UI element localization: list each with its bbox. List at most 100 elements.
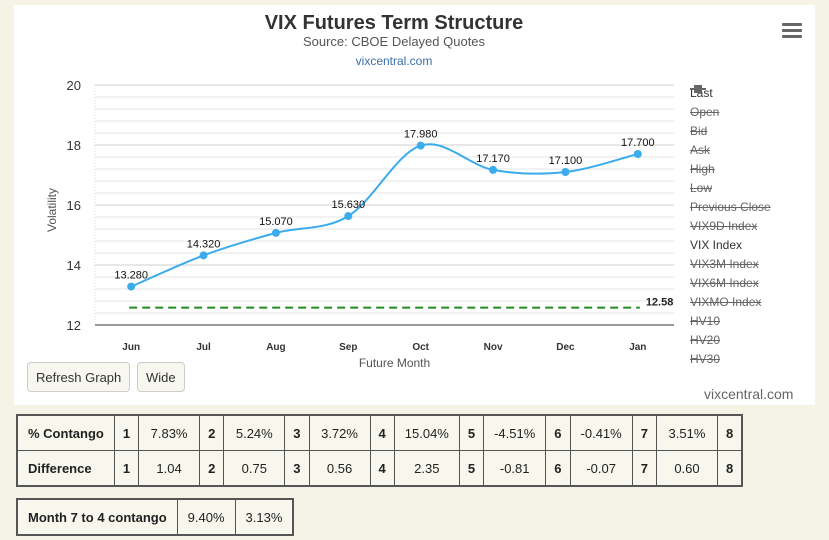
legend-item[interactable]: VIX3M Index — [690, 88, 815, 273]
legend-symbol-icon — [690, 88, 706, 90]
contango-index: 6 — [545, 414, 571, 451]
legend-label: High — [690, 161, 715, 176]
last-data-point — [561, 168, 570, 176]
x-tick-label: Aug — [266, 342, 285, 353]
contango-value: 3.51% — [655, 414, 718, 451]
last-data-point — [344, 212, 353, 221]
y-tick-label: 12 — [67, 318, 81, 333]
legend-label: VIX9D Index — [690, 218, 758, 233]
legend-label: Ask — [690, 142, 711, 157]
difference-value: -0.81 — [483, 450, 547, 487]
refresh-graph-button[interactable]: Refresh Graph — [27, 362, 131, 392]
legend-item[interactable]: Bid — [690, 85, 815, 140]
x-axis-label: Future Month — [359, 356, 430, 370]
difference-value: -0.07 — [569, 450, 633, 487]
contango-value: -0.41% — [569, 414, 633, 451]
contango-index: 1 — [113, 414, 140, 451]
month-7-to-4-label: Month 7 to 4 contango — [16, 498, 178, 536]
last-data-point — [271, 228, 280, 237]
y-axis-label: Volatility — [45, 188, 59, 232]
legend-label: VIX3M Index — [690, 256, 759, 271]
site-link[interactable]: vixcentral.com — [355, 54, 433, 68]
legend-label: VIX6M Index — [690, 275, 759, 290]
legend-label: HV10 — [690, 313, 721, 328]
y-tick-label: 14 — [67, 258, 81, 273]
legend-item[interactable]: Low — [690, 85, 815, 197]
contango-value: 5.24% — [223, 414, 286, 451]
difference-index: 8 — [716, 450, 743, 487]
contango-index: 5 — [458, 414, 485, 451]
x-tick-label: Jan — [629, 342, 646, 353]
difference-index: 1 — [113, 450, 140, 487]
contango-row: % Contango 1 7.83% 2 5.24% 3 3.72% 4 15.04% 5 -4.… — [16, 414, 743, 451]
difference-value: 0.60 — [655, 450, 718, 487]
last-data-label: 15.630 — [331, 199, 365, 211]
difference-index: 3 — [284, 450, 310, 487]
contango-label: % Contango — [16, 414, 115, 451]
last-data-label: 14.320 — [187, 238, 221, 250]
legend-item[interactable]: Previous Close — [690, 85, 815, 216]
last-data-label: 17.100 — [549, 155, 583, 167]
legend-item[interactable]: HV10 — [690, 88, 815, 330]
difference-row: Difference 1 1.04 2 0.75 3 0.56 4 2.35 5 -0.81 6 -0… — [16, 450, 743, 487]
x-tick-label: Dec — [556, 342, 575, 353]
contango-table: % Contango 1 7.83% 2 5.24% 3 3.72% 4 15.04% 5 -4.… — [16, 414, 744, 487]
contango-index: 7 — [631, 414, 657, 451]
legend-item[interactable]: HV20 — [690, 88, 815, 349]
legend-item[interactable]: Ask — [690, 85, 815, 159]
last-data-point — [633, 150, 642, 158]
last-data-label: 15.070 — [259, 216, 293, 228]
contango-index: 4 — [369, 414, 395, 451]
legend-item[interactable]: VIX9D Index — [690, 88, 815, 235]
difference-value: 0.75 — [223, 450, 286, 487]
x-tick-label: Jul — [196, 342, 211, 353]
last-data-point — [199, 251, 208, 260]
watermark-link[interactable]: vixcentral.com — [704, 386, 794, 402]
legend-label: Bid — [690, 123, 708, 138]
legend-label: VIX Index — [690, 237, 743, 252]
difference-value: 2.35 — [393, 450, 460, 487]
legend-label: VIXMO Index — [690, 294, 762, 309]
x-tick-label: Nov — [484, 342, 503, 353]
legend-item[interactable]: HV30 — [690, 88, 815, 368]
contango-value: 7.83% — [138, 414, 201, 451]
month-7-to-4-table: Month 7 to 4 contango 9.40% 3.13% — [16, 498, 295, 536]
difference-index: 7 — [631, 450, 657, 487]
last-data-label: 13.280 — [114, 270, 148, 282]
chart-legend: Last Open Bid Ask High Low Previous Close VIX9D… — [690, 83, 815, 368]
legend-item[interactable]: High — [690, 85, 815, 178]
difference-index: 4 — [369, 450, 395, 487]
chart-plot: 12 14 16 18 20 Jun Jul Aug Sep Oct Nov Dec Jan Future… — [45, 78, 674, 370]
month-7-to-4-value: 9.40% — [176, 498, 236, 536]
hamburger-menu-icon[interactable] — [782, 23, 802, 39]
chart-panel: 12 14 16 18 20 Jun Jul Aug Sep Oct Nov Dec Jan Future… — [14, 5, 815, 405]
vix-index-label: 12.58 — [646, 297, 674, 309]
last-data-label: 17.980 — [404, 129, 438, 141]
legend-label: Low — [690, 180, 713, 195]
difference-index: 5 — [458, 450, 485, 487]
y-tick-label: 20 — [67, 78, 81, 93]
month-7-to-4-row: Month 7 to 4 contango 9.40% 3.13% — [16, 498, 294, 536]
x-tick-label: Jun — [122, 342, 140, 353]
difference-value: 1.04 — [138, 450, 201, 487]
chart-title: VIX Futures Term Structure — [264, 12, 524, 34]
legend-label: HV30 — [690, 351, 721, 366]
contango-value: -4.51% — [483, 414, 547, 451]
month-7-to-4-value-2: 3.13% — [234, 498, 294, 536]
difference-label: Difference — [16, 450, 115, 487]
x-tick-label: Sep — [339, 342, 357, 353]
legend-item[interactable]: VIX Index — [690, 88, 815, 254]
last-data-point — [416, 141, 425, 150]
y-tick-label: 16 — [67, 198, 81, 213]
contango-index: 8 — [716, 414, 743, 451]
legend-item[interactable]: Last — [690, 83, 815, 102]
last-series-line — [130, 143, 639, 288]
legend-item[interactable]: VIXMO Index — [690, 88, 815, 311]
wide-button[interactable]: Wide — [137, 362, 185, 392]
legend-label: Open — [690, 104, 720, 119]
chart-subtitle: Source: CBOE Delayed Quotes — [302, 34, 486, 49]
y-tick-label: 18 — [67, 138, 81, 153]
legend-item[interactable]: Open — [690, 85, 815, 121]
contango-index: 2 — [199, 414, 225, 451]
legend-item[interactable]: VIX6M Index — [690, 88, 815, 292]
